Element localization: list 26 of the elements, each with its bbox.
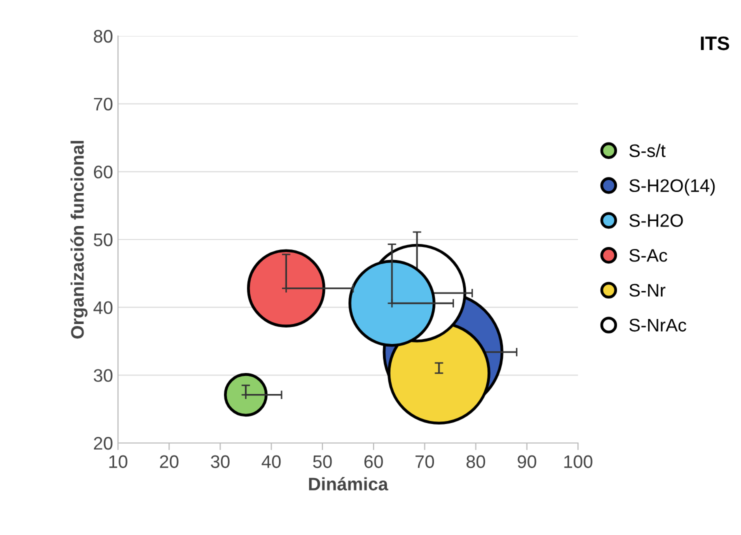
legend-label: S-Ac: [629, 249, 668, 262]
x-tick-label: 80: [466, 455, 486, 468]
legend-label: S-H2O: [629, 214, 683, 227]
y-axis-title: Organización funcional: [70, 140, 88, 339]
x-tick-label: 70: [416, 455, 434, 468]
x-tick-label: 50: [313, 455, 332, 468]
legend-label: S-H2O(14): [629, 178, 715, 196]
text: ITS: [700, 36, 730, 50]
y-tick-label: 20: [94, 436, 112, 450]
x-tick-label: 10: [109, 455, 128, 468]
y-tick-label: 70: [94, 98, 112, 111]
x-tick-label: 40: [262, 455, 281, 468]
legend-label: S-Nr: [629, 284, 666, 297]
y-tick-label: 40: [93, 301, 112, 314]
y-tick-label: 80: [94, 30, 112, 43]
x-tick-label: 90: [518, 455, 536, 468]
y-tick-label: 30: [94, 369, 112, 382]
x-tick-label: 20: [160, 455, 178, 468]
y-tick-label: 50: [94, 233, 112, 246]
legend-label: S-NrAc: [629, 318, 686, 332]
x-tick-label: 60: [364, 455, 383, 468]
x-tick-label: 30: [210, 455, 230, 468]
x-tick-label: 100: [564, 455, 592, 468]
x-axis-title: Dinámica: [309, 477, 388, 490]
legend-label: S-s/t: [629, 144, 666, 158]
y-tick-label: 60: [94, 166, 112, 178]
